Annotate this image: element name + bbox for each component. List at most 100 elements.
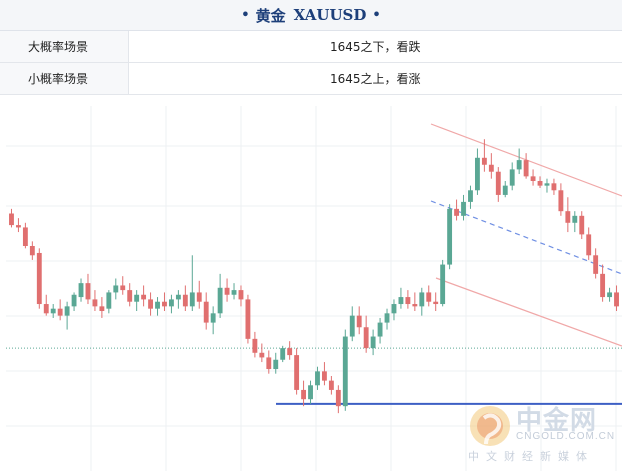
candle-body <box>419 292 425 307</box>
candle-body <box>579 215 585 235</box>
candle-body <box>71 294 77 307</box>
candle-body <box>391 304 397 314</box>
candle-body <box>600 273 606 298</box>
candle-body <box>544 183 550 186</box>
candle-body <box>412 304 418 307</box>
table-row: 小概率场景 1645之上，看涨 <box>0 62 622 95</box>
channel-lower-line <box>435 277 622 347</box>
candle-body <box>148 299 154 309</box>
candle-body <box>196 292 202 302</box>
candle-body <box>495 171 501 195</box>
candle-body <box>461 201 466 216</box>
candle-body <box>189 292 195 307</box>
candle-body <box>328 380 334 390</box>
candle-body <box>308 385 313 400</box>
candle-body <box>141 294 147 300</box>
candle-body <box>50 308 56 314</box>
candle-body <box>488 164 494 172</box>
table-row: 大概率场景 1645之下，看跌 <box>0 31 622 63</box>
brand-logo-icon <box>470 406 510 446</box>
candle-body <box>127 290 133 302</box>
candle-body <box>64 306 70 316</box>
candle-body <box>22 227 28 246</box>
candlestick-chart <box>6 106 622 471</box>
candle-body <box>370 336 376 349</box>
candle-body <box>447 208 453 265</box>
candle-body <box>516 160 522 170</box>
candle-body <box>92 299 98 307</box>
candle-body <box>203 301 209 323</box>
candle-body <box>523 160 529 177</box>
brand-name: 中金网 <box>516 406 598 436</box>
candle-body <box>238 290 244 300</box>
candle-body <box>113 285 119 293</box>
brand-slogan: 中文财经新媒体 <box>468 450 594 463</box>
candle-body <box>363 327 369 349</box>
scenario-value: 1645之上，看涨 <box>128 62 622 95</box>
candle-body <box>468 190 473 202</box>
candle-body <box>280 348 286 360</box>
candle-body <box>586 234 592 256</box>
bullet-icon: • <box>372 7 381 23</box>
candle-body <box>231 290 237 295</box>
candle-body <box>106 292 112 309</box>
candle-body <box>607 292 613 298</box>
page-header: • 黄金 XAUUSD • <box>0 0 622 31</box>
candle-body <box>426 292 432 302</box>
candle-body <box>252 338 258 353</box>
candle-body <box>85 283 91 300</box>
candle-body <box>210 313 216 323</box>
brand-url: CNGOLD.COM.CN <box>516 431 616 442</box>
candle-body <box>15 225 21 228</box>
candle-body <box>315 371 320 386</box>
candle-body <box>120 285 126 291</box>
candle-body <box>537 181 543 186</box>
candle-body <box>321 371 327 381</box>
candle-body <box>440 264 446 305</box>
candle-body <box>287 348 293 356</box>
candle-body <box>78 283 84 298</box>
candle-body <box>266 357 272 370</box>
watermark: 中金网 CNGOLD.COM.CN 中文财经新媒体 <box>464 398 614 464</box>
candle-body <box>565 211 571 223</box>
candle-body <box>530 176 536 181</box>
scenario-value: 1645之下，看跌 <box>128 31 622 63</box>
candle-body <box>155 301 160 309</box>
candle-body <box>162 301 167 307</box>
candle-body <box>224 287 230 295</box>
candle-body <box>245 299 251 339</box>
candle-body <box>182 294 188 307</box>
candle-body <box>384 313 390 323</box>
instrument-title: 黄金 <box>255 6 286 25</box>
candle-body <box>551 183 557 191</box>
candle-body <box>593 255 599 274</box>
scenario-label: 大概率场景 <box>0 31 129 63</box>
candle-body <box>273 359 279 370</box>
candle-body <box>377 322 383 337</box>
candle-body <box>342 336 348 407</box>
candle-body <box>405 297 411 305</box>
channel-mid-line <box>430 200 622 275</box>
candle-body <box>398 297 404 305</box>
candle-body <box>9 213 14 226</box>
candle-body <box>474 157 480 191</box>
candle-body <box>335 389 341 407</box>
candle-body <box>99 306 105 311</box>
candle-body <box>57 308 63 316</box>
candle-body <box>168 299 174 307</box>
candle-body <box>356 315 362 328</box>
bullet-icon: • <box>241 7 250 23</box>
candle-body <box>502 185 508 195</box>
candle-body <box>572 215 578 223</box>
candle-body <box>433 301 439 305</box>
scenario-label: 小概率场景 <box>0 62 129 95</box>
candle-body <box>217 287 223 314</box>
candle-body <box>294 355 300 390</box>
candle-body <box>481 157 487 165</box>
candle-body <box>349 315 355 337</box>
candle-body <box>614 292 619 307</box>
instrument-code: XAUUSD <box>293 6 367 24</box>
candle-body <box>29 246 35 256</box>
candle-body <box>454 208 460 216</box>
candle-body <box>558 190 564 212</box>
